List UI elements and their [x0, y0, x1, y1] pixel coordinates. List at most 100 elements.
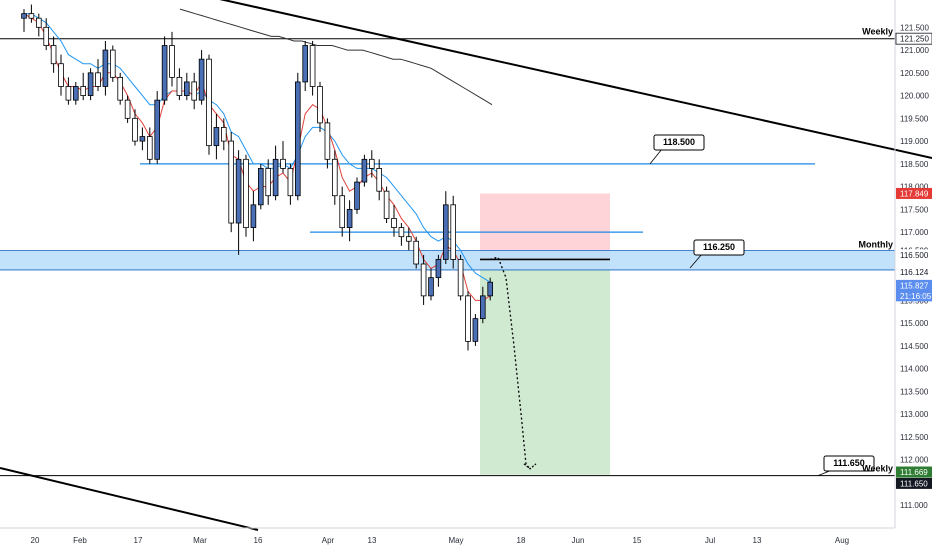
- candle[interactable]: [376, 168, 382, 192]
- candle[interactable]: [235, 158, 242, 224]
- price-tick-label: 111.000: [900, 501, 928, 510]
- tag-current-price: 115.827: [900, 281, 929, 290]
- weekly-label-top: Weekly: [862, 27, 893, 37]
- tag-entry-bg: [896, 249, 932, 261]
- price-tick-label: 112.500: [900, 433, 929, 442]
- candle[interactable]: [280, 158, 286, 169]
- candle[interactable]: [324, 122, 331, 160]
- candle[interactable]: [472, 318, 479, 342]
- candle[interactable]: [450, 204, 456, 260]
- candle[interactable]: [243, 158, 249, 228]
- candle[interactable]: [391, 218, 397, 228]
- candle[interactable]: [73, 86, 79, 101]
- candle[interactable]: [191, 81, 198, 101]
- candle[interactable]: [479, 295, 486, 320]
- candle[interactable]: [43, 26, 49, 46]
- candle[interactable]: [428, 277, 434, 297]
- time-axis[interactable]: 20 Feb 17 Mar 16 Apr 13 May 18 Jun 15 Jul 13 Aug: [0, 527, 895, 545]
- candle[interactable]: [435, 259, 442, 279]
- tag-zone-bottom-bg: [896, 266, 932, 278]
- candle[interactable]: [383, 190, 390, 219]
- candle[interactable]: [354, 181, 360, 210]
- candle[interactable]: [213, 127, 220, 147]
- candle[interactable]: [110, 49, 116, 78]
- time-tick-label: 13: [753, 536, 762, 545]
- candle[interactable]: [124, 99, 131, 119]
- candle[interactable]: [139, 136, 146, 142]
- candle[interactable]: [228, 140, 235, 224]
- candle[interactable]: [117, 76, 124, 101]
- candle[interactable]: [287, 168, 294, 197]
- candle[interactable]: [36, 17, 42, 28]
- candle[interactable]: [302, 45, 308, 83]
- projection-path: [489, 256, 531, 470]
- candle[interactable]: [457, 259, 464, 297]
- candle[interactable]: [487, 281, 493, 297]
- stop-loss-zone[interactable]: [480, 193, 610, 260]
- candle[interactable]: [413, 240, 419, 265]
- projection-arrowhead: [523, 463, 537, 470]
- candle[interactable]: [21, 13, 27, 19]
- candle[interactable]: [346, 208, 353, 228]
- candle[interactable]: [398, 227, 405, 238]
- candle[interactable]: [87, 72, 94, 96]
- candle[interactable]: [220, 127, 227, 142]
- candle[interactable]: [465, 295, 471, 342]
- tag-weekly-bottom: 111.650: [900, 479, 928, 488]
- candle[interactable]: [206, 58, 212, 147]
- candle[interactable]: [272, 158, 279, 197]
- monthly-zone[interactable]: [0, 250, 895, 270]
- candle[interactable]: [28, 13, 35, 19]
- candle[interactable]: [132, 117, 138, 142]
- price-tick-label: 112.000: [900, 456, 929, 465]
- candle[interactable]: [176, 76, 183, 96]
- callout-pointer: [649, 148, 663, 165]
- candle[interactable]: [309, 45, 316, 87]
- take-profit-zone[interactable]: [480, 259, 610, 475]
- tag-target: 111.669: [900, 468, 928, 477]
- candle[interactable]: [294, 81, 301, 197]
- price-tick-label: 117.500: [900, 205, 929, 214]
- candle[interactable]: [265, 168, 271, 197]
- candle[interactable]: [405, 236, 412, 242]
- candle[interactable]: [146, 136, 153, 160]
- tag-weekly-top-border: [895, 32, 932, 45]
- tag-stop: 117.849: [900, 189, 929, 198]
- candle[interactable]: [339, 195, 345, 228]
- candle[interactable]: [331, 158, 338, 197]
- price-axis[interactable]: 121.500 121.000 120.500 120.000 119.500 119.0…: [894, 0, 932, 528]
- price-tick-label: 118.000: [900, 183, 929, 192]
- descending-trendline-lower[interactable]: [0, 467, 259, 531]
- candle[interactable]: [95, 72, 101, 87]
- time-tick-label: Aug: [835, 536, 849, 545]
- descending-trendline-upper[interactable]: [215, 0, 932, 159]
- tag-zone-bottom: 116.124: [900, 268, 929, 277]
- price-tick-label: 121.500: [900, 23, 929, 32]
- candle[interactable]: [250, 204, 257, 228]
- candle[interactable]: [161, 45, 168, 101]
- candle[interactable]: [154, 99, 161, 160]
- monthly-label: Monthly: [859, 239, 894, 249]
- candle[interactable]: [361, 158, 368, 183]
- time-tick-label: Jul: [705, 536, 715, 545]
- candle[interactable]: [183, 81, 190, 96]
- callout-111-650[interactable]: 111.650: [817, 455, 875, 477]
- candle[interactable]: [80, 86, 87, 96]
- callout-116-250[interactable]: 116.250: [689, 239, 745, 269]
- candle[interactable]: [50, 45, 57, 65]
- candle[interactable]: [257, 168, 264, 206]
- candle[interactable]: [368, 158, 375, 169]
- candle[interactable]: [58, 63, 64, 87]
- candle[interactable]: [102, 49, 109, 87]
- candle[interactable]: [169, 45, 175, 78]
- callout-pointer: [689, 253, 703, 269]
- candle[interactable]: [442, 204, 449, 260]
- candle[interactable]: [65, 86, 72, 101]
- candle[interactable]: [198, 58, 205, 101]
- candle[interactable]: [420, 263, 427, 297]
- candle[interactable]: [317, 86, 323, 124]
- callout-118-500[interactable]: 118.500: [649, 134, 705, 165]
